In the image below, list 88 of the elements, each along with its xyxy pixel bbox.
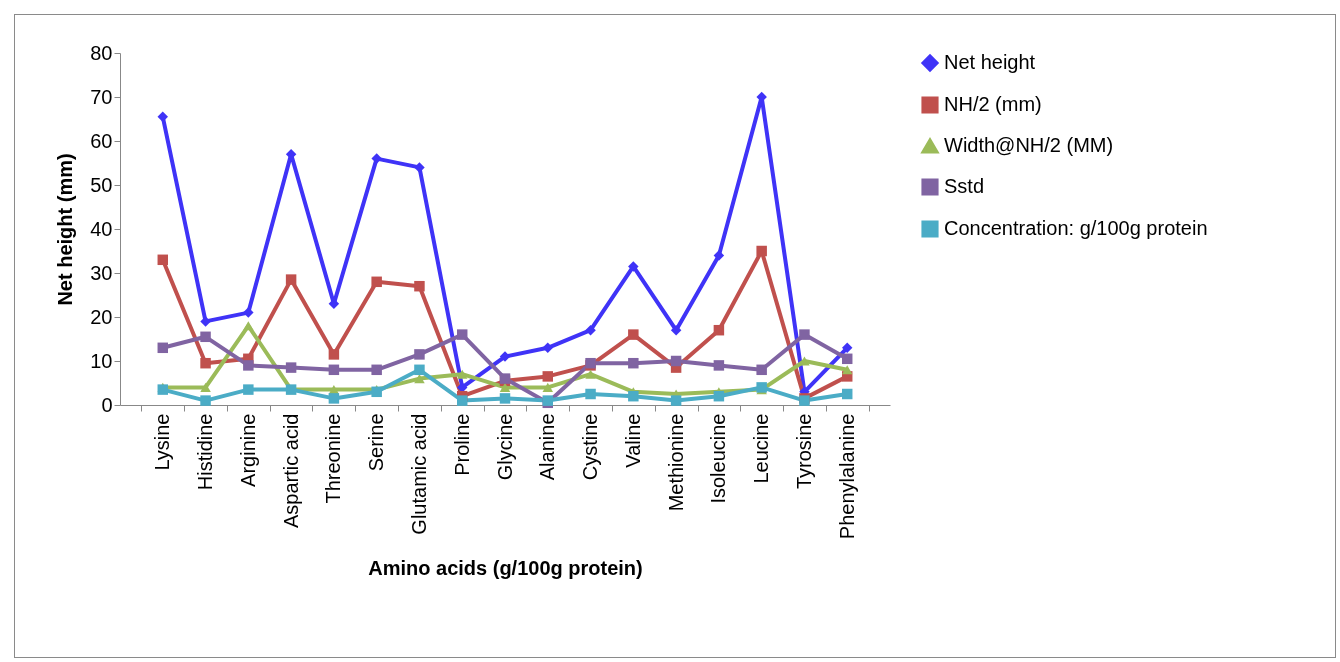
point xyxy=(243,384,254,395)
point xyxy=(499,351,511,362)
point xyxy=(328,393,340,404)
point xyxy=(670,324,682,336)
point xyxy=(713,390,725,402)
point xyxy=(542,382,554,392)
x-tick-label: Arginine xyxy=(236,413,259,487)
x-tick-label: Glycine xyxy=(493,413,516,481)
point xyxy=(200,357,211,369)
x-axis-title: Amino acids (g/100g protein) xyxy=(368,557,643,580)
point xyxy=(585,369,596,379)
point xyxy=(670,355,682,367)
point xyxy=(713,360,725,371)
point xyxy=(585,324,596,336)
y-tick-label: 60 xyxy=(90,129,113,152)
legend-label: Sstd xyxy=(944,175,985,197)
point xyxy=(585,388,596,400)
point xyxy=(414,349,425,360)
x-tick-label: Aspartic acid xyxy=(279,413,302,528)
point xyxy=(414,364,425,376)
legend-label: NH/2 (mm) xyxy=(944,93,1042,115)
point xyxy=(157,342,169,354)
point xyxy=(499,382,511,392)
point xyxy=(371,276,382,288)
y-axis-title: Net height (mm) xyxy=(54,153,77,306)
x-tick-label: Phenylalanine xyxy=(835,413,858,540)
x-tick-label: Isoleucine xyxy=(707,413,730,504)
point xyxy=(456,369,468,379)
x-tick-label: Histidine xyxy=(194,413,217,491)
point xyxy=(628,261,639,272)
point xyxy=(157,254,169,266)
point xyxy=(628,390,639,402)
x-tick-label: Valine xyxy=(621,413,644,468)
point xyxy=(456,329,468,340)
x-tick-label: Cystine xyxy=(579,413,602,481)
point xyxy=(328,349,340,360)
point xyxy=(200,331,211,343)
point xyxy=(841,365,853,375)
x-tick-label: Serine xyxy=(365,413,388,472)
legend-label: Concentration: g/100g protein xyxy=(944,217,1208,239)
x-tick-label: Proline xyxy=(450,413,473,476)
point xyxy=(414,280,425,292)
point xyxy=(456,395,468,406)
point xyxy=(841,388,853,400)
point xyxy=(841,353,853,365)
legend-label: Net height xyxy=(944,51,1036,73)
x-tick-label: Threonine xyxy=(322,413,345,504)
legend-label: Width@NH/2 (MM) xyxy=(944,134,1114,156)
y-tick-label: 40 xyxy=(90,217,113,240)
point xyxy=(628,357,639,369)
point xyxy=(799,329,810,340)
point xyxy=(756,364,767,376)
point xyxy=(542,342,554,354)
point xyxy=(285,274,297,285)
point xyxy=(841,342,853,354)
point xyxy=(328,364,340,376)
point xyxy=(371,153,382,164)
x-tick-label: Glutamic acid xyxy=(407,413,430,535)
point xyxy=(499,393,511,404)
point xyxy=(670,395,682,406)
point xyxy=(243,307,254,318)
y-tick-label: 50 xyxy=(90,173,113,196)
point xyxy=(243,360,254,371)
y-tick-label: 80 xyxy=(90,41,113,64)
y-tick-label: 70 xyxy=(90,85,113,108)
point xyxy=(713,250,725,261)
point xyxy=(414,162,425,173)
point xyxy=(628,329,639,340)
x-tick-label: Tyrosine xyxy=(792,413,815,490)
point xyxy=(157,111,169,123)
y-tick-label: 30 xyxy=(90,261,113,284)
point xyxy=(542,371,554,382)
x-tick-label: Leucine xyxy=(750,413,773,484)
point xyxy=(371,364,382,376)
x-tick-label: Methionine xyxy=(664,413,687,512)
point xyxy=(243,321,254,331)
point xyxy=(200,316,211,327)
y-tick-label: 20 xyxy=(90,305,113,328)
point xyxy=(200,395,211,406)
y-tick-label: 0 xyxy=(101,393,113,416)
y-tick-label: 10 xyxy=(90,349,113,372)
x-tick-label: Lysine xyxy=(151,413,174,471)
point xyxy=(200,382,211,392)
point xyxy=(756,245,767,257)
point xyxy=(713,324,725,336)
point xyxy=(285,362,297,373)
point xyxy=(414,374,425,384)
x-tick-label: Alanine xyxy=(536,413,559,481)
